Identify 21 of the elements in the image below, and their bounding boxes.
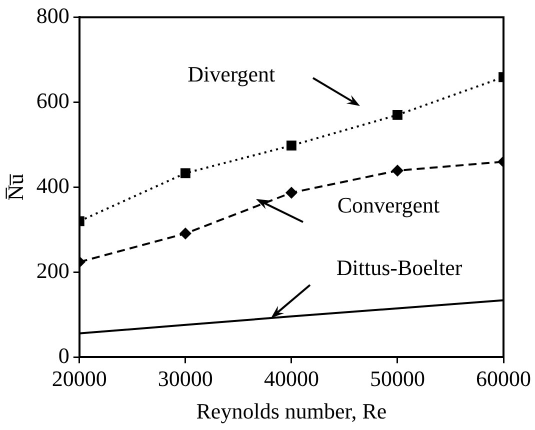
x-axis-title: Reynolds number, Re: [196, 398, 387, 424]
point: [286, 140, 296, 150]
x-tick-label: 60000: [476, 366, 531, 392]
y-tick-label: 600: [36, 88, 70, 113]
y-tick-label: 400: [36, 172, 70, 198]
y-tick-label: 200: [36, 258, 70, 283]
point: [285, 186, 298, 199]
x-tick-label: 40000: [264, 366, 319, 392]
annotation: Convergent: [337, 192, 440, 218]
point: [180, 168, 190, 178]
x-tick-label: 50000: [370, 366, 425, 392]
point: [179, 228, 192, 240]
annotation: Dittus-Boelter: [336, 254, 463, 280]
x-tick-label: 20000: [52, 366, 107, 392]
point: [392, 110, 402, 120]
y-tick-label: 0: [58, 342, 70, 368]
annotation: Divergent: [188, 61, 276, 86]
x-tick-label: 30000: [158, 366, 213, 392]
y-tick-label: 800: [36, 2, 70, 28]
y-axis-title: N̅u̅: [2, 174, 28, 201]
point: [391, 164, 404, 177]
